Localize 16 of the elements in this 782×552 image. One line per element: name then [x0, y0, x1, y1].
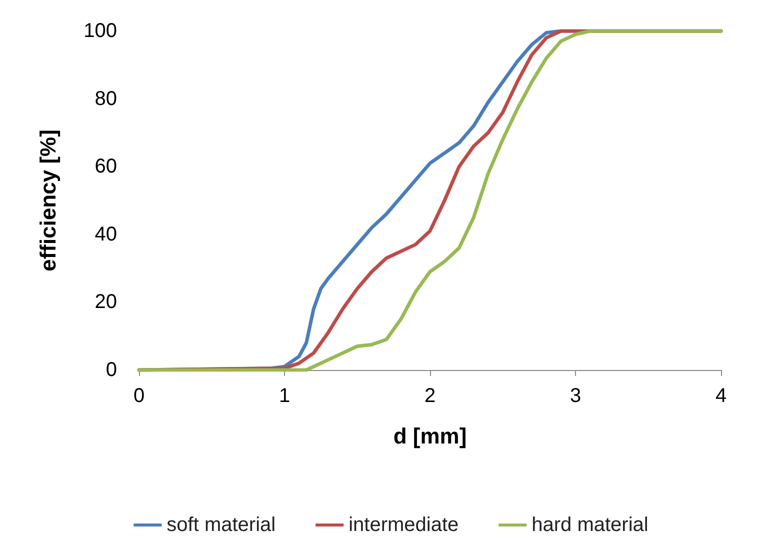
- legend-label: soft material: [166, 514, 276, 536]
- y-axis-title: efficiency [%]: [36, 130, 60, 272]
- x-tick-label: 3: [570, 385, 582, 407]
- x-axis-title: d [mm]: [393, 424, 467, 448]
- y-tick-label: 0: [106, 359, 117, 381]
- legend-label: intermediate: [348, 514, 459, 536]
- y-tick-label: 60: [94, 156, 117, 178]
- x-tick-label: 2: [424, 385, 436, 407]
- y-tick-label: 80: [94, 88, 117, 110]
- y-tick-label: 40: [94, 223, 117, 246]
- y-tick-label: 20: [94, 291, 117, 314]
- x-tick-label: 1: [278, 385, 290, 407]
- x-tick-label: 4: [715, 385, 727, 407]
- x-tick-label: 0: [133, 385, 145, 407]
- legend-label: hard material: [532, 514, 648, 536]
- y-tick-label: 100: [84, 20, 117, 42]
